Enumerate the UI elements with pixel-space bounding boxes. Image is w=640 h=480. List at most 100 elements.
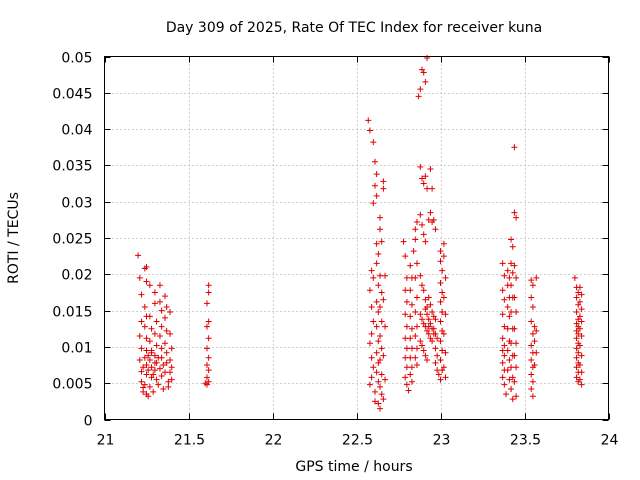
data-point [419, 175, 426, 182]
x-axis-label: GPS time / hours [295, 459, 412, 475]
data-point [402, 374, 409, 381]
data-point [531, 323, 538, 330]
data-point [138, 345, 145, 352]
data-point [370, 200, 377, 207]
data-point [158, 307, 165, 314]
y-tick-label: 0.005 [52, 377, 92, 393]
data-point [167, 330, 174, 337]
data-point [377, 226, 384, 233]
data-point [368, 374, 375, 381]
data-point [165, 378, 172, 385]
data-point [410, 248, 417, 255]
data-point [412, 236, 419, 243]
data-point [378, 289, 385, 296]
data-point [141, 381, 148, 388]
y-axis-label: ROTI / TECUs [6, 192, 22, 284]
data-point [380, 352, 387, 359]
data-point [508, 340, 515, 347]
data-point [429, 309, 436, 316]
data-point [168, 345, 175, 352]
data-point [432, 316, 439, 323]
data-point [578, 352, 585, 359]
data-point [151, 352, 158, 359]
data-point [161, 293, 168, 300]
data-point [430, 216, 437, 223]
data-point [578, 333, 585, 340]
data-point [153, 376, 160, 383]
data-point [576, 298, 583, 305]
data-point [151, 330, 158, 337]
data-point [508, 282, 515, 289]
x-tick-label: 21.5 [174, 433, 205, 449]
data-point [368, 354, 375, 361]
data-point [378, 238, 385, 245]
y-tick-label: 0.04 [61, 123, 92, 139]
data-point [533, 349, 540, 356]
data-point [513, 340, 520, 347]
data-point [138, 368, 145, 375]
data-point [150, 371, 157, 378]
data-point [413, 362, 420, 369]
data-point [511, 352, 518, 359]
data-point [511, 294, 518, 301]
data-point [424, 54, 431, 61]
data-point [203, 374, 210, 381]
data-point [509, 243, 516, 250]
data-point [377, 333, 384, 340]
data-point [146, 313, 153, 320]
data-point [439, 347, 446, 354]
data-point [145, 352, 152, 359]
data-point [408, 301, 415, 308]
data-point [402, 335, 409, 342]
data-point [412, 274, 419, 281]
data-point [573, 345, 580, 352]
data-point [427, 301, 434, 308]
data-point [422, 78, 429, 85]
y-tick-label: 0 [84, 414, 93, 430]
data-point [143, 264, 150, 271]
data-point [442, 274, 449, 281]
data-point [440, 294, 447, 301]
data-point [378, 391, 385, 398]
data-point [161, 340, 168, 347]
data-point [168, 376, 175, 383]
data-point [437, 318, 444, 325]
data-point [528, 356, 535, 363]
data-point [156, 365, 163, 372]
data-point [425, 294, 432, 301]
data-point [375, 400, 382, 407]
data-point [163, 349, 170, 356]
data-point [205, 354, 212, 361]
data-point [417, 163, 424, 170]
data-point [513, 274, 520, 281]
data-point [506, 356, 513, 363]
data-point [402, 253, 409, 260]
y-tick-label: 0.03 [61, 196, 92, 212]
data-point [412, 226, 419, 233]
data-point [427, 209, 434, 216]
data-point [430, 330, 437, 337]
data-point [156, 333, 163, 340]
data-point [202, 380, 209, 387]
data-point [370, 274, 377, 281]
data-point [513, 214, 520, 221]
data-point [508, 364, 515, 371]
data-point [576, 284, 583, 291]
y-tick-label: 0.01 [61, 341, 92, 357]
data-point [400, 238, 407, 245]
data-point [576, 325, 583, 332]
data-point [576, 313, 583, 320]
data-point [424, 185, 431, 192]
data-point [504, 303, 511, 310]
data-point [408, 364, 415, 371]
data-point [511, 262, 518, 269]
data-point [403, 298, 410, 305]
data-point [499, 347, 506, 354]
data-point [168, 364, 175, 371]
data-point [504, 347, 511, 354]
data-point [370, 318, 377, 325]
data-point [424, 356, 431, 363]
data-point [425, 316, 432, 323]
data-point [138, 318, 145, 325]
